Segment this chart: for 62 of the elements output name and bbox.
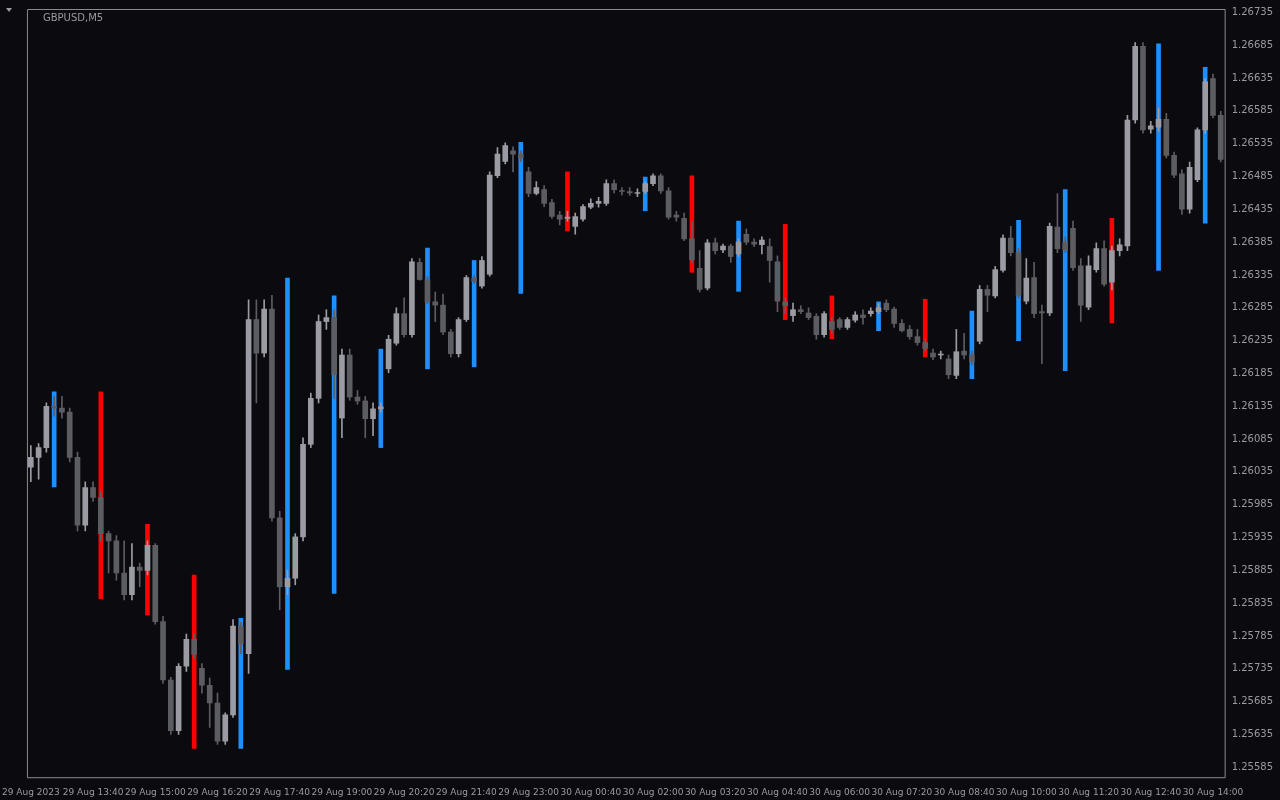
y-tick-label: 1.26185 bbox=[1231, 367, 1274, 378]
y-tick-label: 1.26135 bbox=[1231, 399, 1274, 411]
y-tick-label: 1.26735 bbox=[1231, 5, 1274, 17]
candlestick bbox=[860, 309, 866, 325]
y-tick-label: 1.26635 bbox=[1231, 71, 1274, 83]
y-tick-label: 1.26535 bbox=[1231, 137, 1274, 149]
y-tick-label: 1.25635 bbox=[1231, 728, 1274, 740]
candlestick bbox=[619, 187, 625, 196]
x-tick-label: 30 Aug 10:00 bbox=[995, 786, 1057, 797]
x-tick-label: 29 Aug 15:00 bbox=[124, 786, 186, 797]
x-tick-label: 30 Aug 12:40 bbox=[1120, 786, 1182, 797]
bar bbox=[285, 277, 290, 670]
y-tick-label: 1.25685 bbox=[1231, 695, 1274, 707]
candlestick bbox=[59, 396, 65, 419]
x-tick-label: 29 Aug 13:40 bbox=[62, 786, 124, 797]
y-tick-label: 1.26685 bbox=[1231, 38, 1274, 50]
y-tick-label: 1.25985 bbox=[1231, 498, 1274, 510]
candlestick bbox=[136, 562, 143, 588]
y-tick-label: 1.25785 bbox=[1231, 629, 1274, 641]
x-tick-label: 30 Aug 00:40 bbox=[560, 786, 622, 797]
bar bbox=[1156, 43, 1161, 271]
chart-title: GBPUSD,M5 bbox=[42, 11, 104, 23]
candlestick bbox=[51, 396, 57, 417]
x-tick-label: 30 Aug 11:20 bbox=[1058, 786, 1120, 797]
x-tick-label: 29 Aug 19:00 bbox=[311, 786, 373, 797]
x-tick-label: 30 Aug 14:00 bbox=[1182, 786, 1244, 797]
bar bbox=[565, 171, 570, 232]
x-tick-label: 29 Aug 17:40 bbox=[249, 786, 311, 797]
candlestick bbox=[510, 146, 516, 173]
bar bbox=[378, 348, 384, 448]
x-tick-label: 30 Aug 06:00 bbox=[809, 786, 871, 797]
y-tick-label: 1.26035 bbox=[1231, 465, 1274, 477]
y-tick-label: 1.26385 bbox=[1231, 235, 1274, 247]
x-tick-label: 30 Aug 03:20 bbox=[684, 786, 746, 797]
y-tick-label: 1.26335 bbox=[1231, 268, 1274, 280]
candlestick bbox=[867, 307, 874, 317]
x-tick-label: 29 Aug 16:20 bbox=[187, 786, 249, 797]
y-tick-label: 1.26585 bbox=[1231, 104, 1274, 116]
candlestick bbox=[626, 187, 633, 196]
x-tick-label: 29 Aug 2023 bbox=[2, 786, 60, 797]
y-tick-label: 1.26235 bbox=[1231, 334, 1274, 346]
y-tick-label: 1.26435 bbox=[1231, 202, 1274, 214]
y-tick-label: 1.26485 bbox=[1231, 170, 1274, 182]
x-tick-label: 30 Aug 04:40 bbox=[747, 786, 809, 797]
x-tick-label: 29 Aug 21:40 bbox=[436, 786, 497, 797]
bar bbox=[782, 224, 788, 320]
y-tick-label: 1.25885 bbox=[1231, 563, 1274, 575]
x-tick-label: 29 Aug 20:20 bbox=[373, 786, 435, 797]
y-tick-label: 1.25935 bbox=[1231, 531, 1274, 543]
candlestick bbox=[961, 333, 967, 360]
x-tick-label: 30 Aug 02:00 bbox=[622, 786, 684, 797]
bar bbox=[1062, 189, 1068, 372]
y-tick-label: 1.25735 bbox=[1231, 662, 1274, 674]
y-tick-label: 1.25585 bbox=[1231, 760, 1274, 772]
x-tick-label: 30 Aug 07:20 bbox=[871, 786, 933, 797]
y-tick-label: 1.26085 bbox=[1231, 432, 1274, 444]
candlestick bbox=[1039, 304, 1045, 364]
bar bbox=[518, 141, 524, 294]
y-tick-label: 1.26285 bbox=[1231, 301, 1274, 313]
y-tick-label: 1.25835 bbox=[1231, 596, 1274, 608]
x-tick-label: 30 Aug 08:40 bbox=[933, 786, 995, 797]
x-tick-label: 29 Aug 23:00 bbox=[498, 786, 560, 797]
